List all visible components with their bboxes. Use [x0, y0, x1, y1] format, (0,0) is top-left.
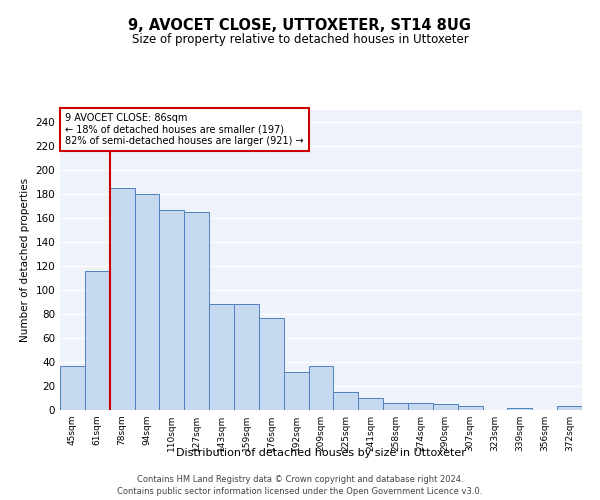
- Text: 9 AVOCET CLOSE: 86sqm
← 18% of detached houses are smaller (197)
82% of semi-det: 9 AVOCET CLOSE: 86sqm ← 18% of detached …: [65, 113, 304, 146]
- Bar: [85, 271, 110, 410]
- Text: Size of property relative to detached houses in Uttoxeter: Size of property relative to detached ho…: [131, 32, 469, 46]
- Text: Contains HM Land Registry data © Crown copyright and database right 2024.: Contains HM Land Registry data © Crown c…: [137, 476, 463, 484]
- Bar: [234, 304, 259, 410]
- Bar: [408, 403, 433, 410]
- Bar: [160, 210, 184, 410]
- Bar: [134, 194, 160, 410]
- Bar: [557, 406, 582, 410]
- Bar: [508, 408, 532, 410]
- Bar: [184, 212, 209, 410]
- Bar: [334, 392, 358, 410]
- Bar: [308, 366, 334, 410]
- Bar: [358, 398, 383, 410]
- Text: Contains public sector information licensed under the Open Government Licence v3: Contains public sector information licen…: [118, 486, 482, 496]
- Bar: [110, 188, 134, 410]
- Bar: [284, 372, 308, 410]
- Bar: [209, 304, 234, 410]
- Text: Distribution of detached houses by size in Uttoxeter: Distribution of detached houses by size …: [176, 448, 466, 458]
- Bar: [383, 403, 408, 410]
- Bar: [433, 404, 458, 410]
- Y-axis label: Number of detached properties: Number of detached properties: [20, 178, 30, 342]
- Bar: [60, 366, 85, 410]
- Bar: [259, 318, 284, 410]
- Bar: [458, 406, 482, 410]
- Text: 9, AVOCET CLOSE, UTTOXETER, ST14 8UG: 9, AVOCET CLOSE, UTTOXETER, ST14 8UG: [128, 18, 472, 32]
